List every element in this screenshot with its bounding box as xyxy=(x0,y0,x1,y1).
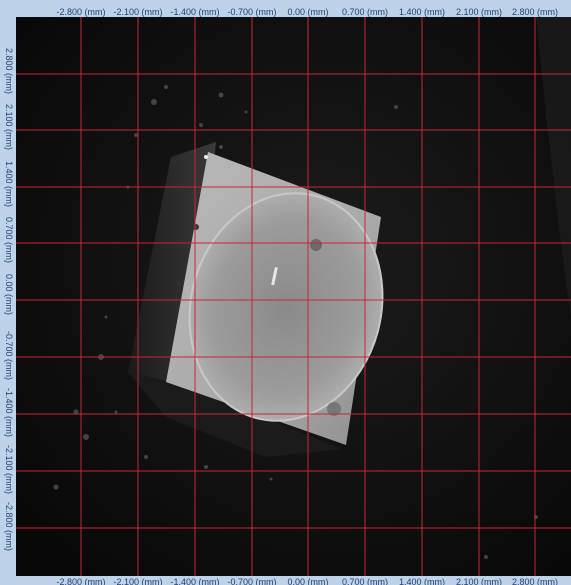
x-axis-bottom-tick-label: -2.800 (mm) xyxy=(56,577,106,585)
y-axis-tick-label: -0.700 (mm) xyxy=(4,331,14,381)
y-axis-tick-label: 0.700 (mm) xyxy=(4,217,14,264)
y-axis-tick-label: -2.100 (mm) xyxy=(4,445,14,495)
bond-wire xyxy=(271,266,278,286)
x-axis-bottom-tick-label: -0.700 (mm) xyxy=(227,577,277,585)
x-axis-bottom-tick-label: 0.700 (mm) xyxy=(341,577,389,585)
led-lens xyxy=(188,192,384,422)
y-axis-tick-label: 1.400 (mm) xyxy=(4,161,14,208)
y-axis-tick-label: 0.00 (mm) xyxy=(4,274,14,316)
x-axis-top-tick-label: -0.700 (mm) xyxy=(227,7,277,17)
x-axis-top-tick-label: -1.400 (mm) xyxy=(170,7,220,17)
x-axis-top-tick-label: 1.400 (mm) xyxy=(398,7,446,17)
microscope-image xyxy=(16,17,571,576)
x-axis-top-tick-label: 0.00 (mm) xyxy=(287,7,329,17)
y-axis-ruler-left: 2.800 (mm) 2.100 (mm) 1.400 (mm) 0.700 (mm)… xyxy=(0,17,16,576)
x-axis-bottom-tick-label: 1.400 (mm) xyxy=(398,577,446,585)
x-axis-bottom-tick-label: 2.800 (mm) xyxy=(511,577,559,585)
x-axis-top-tick-label: 0.700 (mm) xyxy=(341,7,389,17)
edge-shading xyxy=(536,17,571,317)
x-axis-bottom-tick-label: -2.100 (mm) xyxy=(113,577,163,585)
x-axis-bottom-tick-label: -1.400 (mm) xyxy=(170,577,220,585)
y-axis-tick-label: -2.800 (mm) xyxy=(4,502,14,552)
x-axis-top-tick-label: -2.800 (mm) xyxy=(56,7,106,17)
x-axis-bottom-tick-label: 0.00 (mm) xyxy=(287,577,329,585)
lens-mark xyxy=(310,239,322,251)
y-axis-tick-label: -1.400 (mm) xyxy=(4,388,14,438)
x-axis-top-tick-label: -2.100 (mm) xyxy=(113,7,163,17)
chip-pit xyxy=(193,224,199,230)
x-axis-bottom-tick-label: 2.100 (mm) xyxy=(455,577,503,585)
microscope-image-view[interactable] xyxy=(16,17,571,576)
glint xyxy=(204,155,208,159)
x-axis-top-tick-label: 2.100 (mm) xyxy=(455,7,503,17)
y-axis-tick-label: 2.800 (mm) xyxy=(4,48,14,95)
measurement-grid xyxy=(16,17,571,576)
x-axis-top-tick-label: 2.800 (mm) xyxy=(511,7,559,17)
y-axis-tick-label: 2.100 (mm) xyxy=(4,104,14,151)
x-axis-ruler-bottom: -2.800 (mm) -2.100 (mm) -1.400 (mm) -0.700 … xyxy=(16,576,571,585)
cathode-mark xyxy=(327,402,341,416)
x-axis-ruler-top: -2.800 (mm) -2.100 (mm) -1.400 (mm) -0.700 … xyxy=(16,0,571,17)
